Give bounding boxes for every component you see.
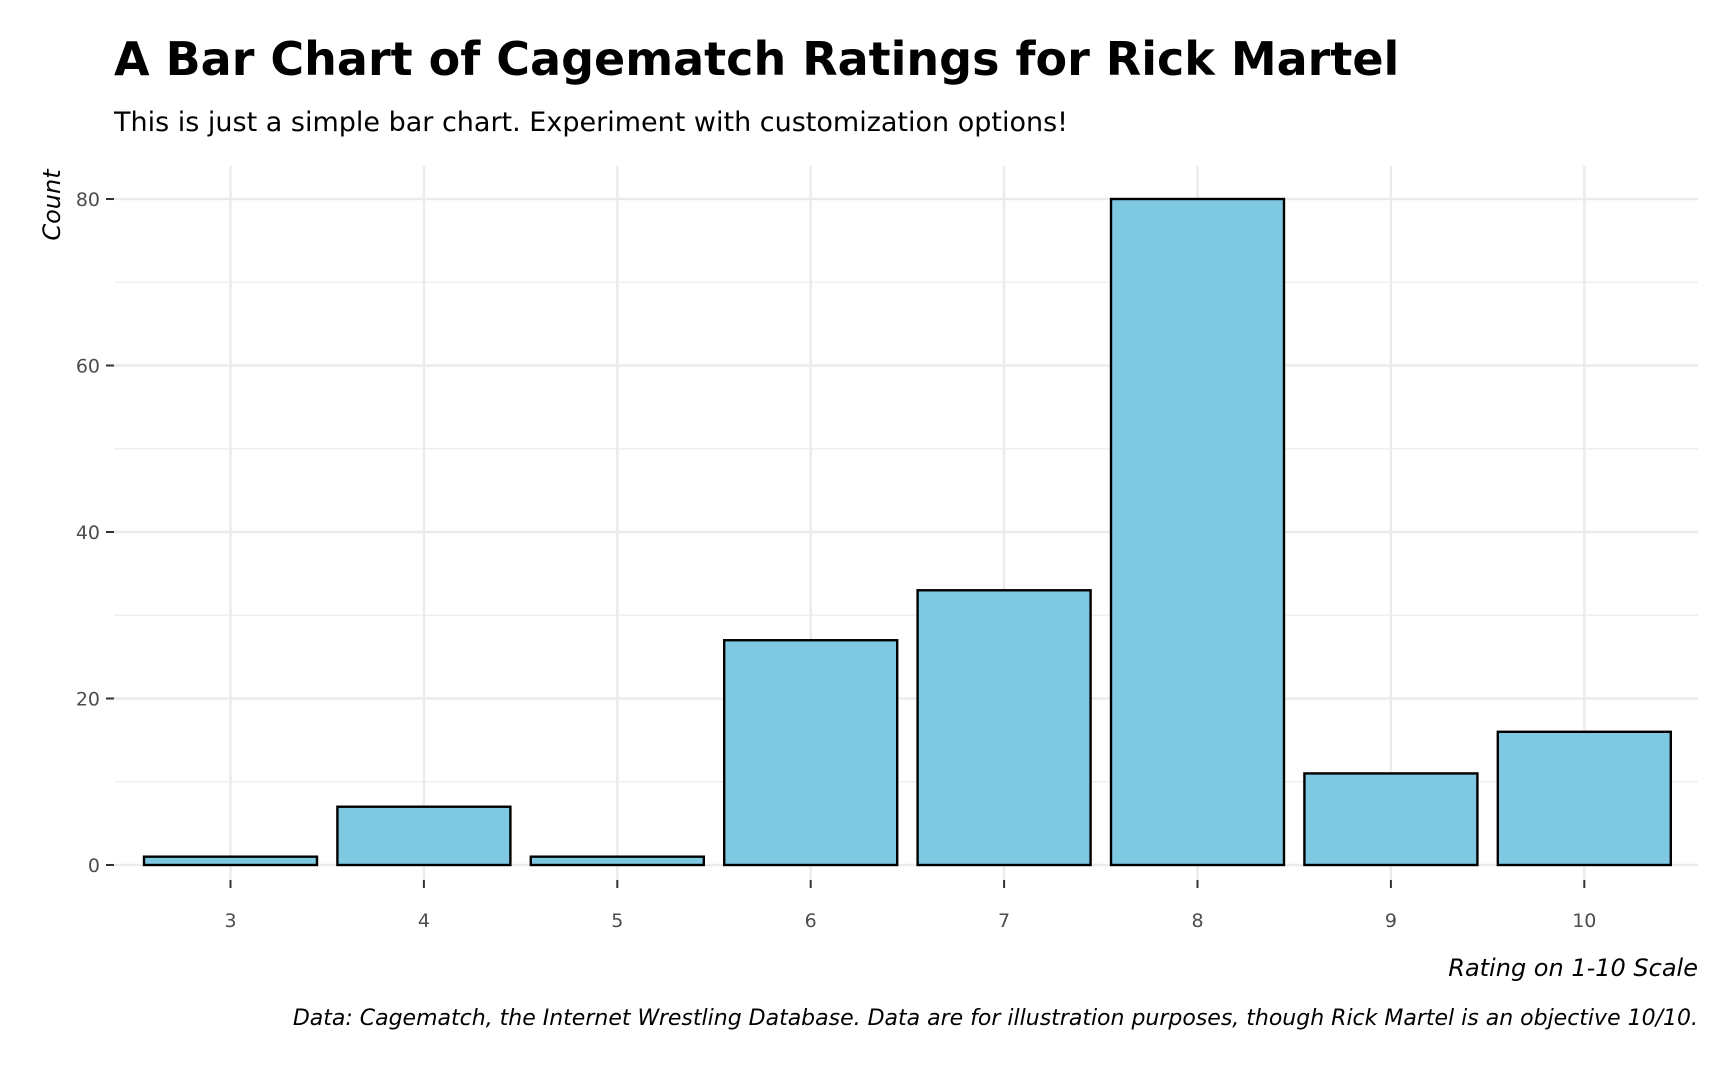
axis-ticks: 0 20 40 60 80 3 4 5 6 7 8 9 10 bbox=[76, 189, 1597, 932]
x-tick-label: 5 bbox=[611, 910, 623, 932]
y-tick-label: 0 bbox=[88, 855, 100, 877]
chart-subtitle: This is just a simple bar chart. Experim… bbox=[114, 107, 1068, 138]
x-tick-label: 9 bbox=[1385, 910, 1397, 932]
chart-title: A Bar Chart of Cagematch Ratings for Ric… bbox=[114, 32, 1400, 86]
bar-9 bbox=[1303, 772, 1479, 867]
x-tick-label: 4 bbox=[418, 910, 430, 932]
x-tick-label: 7 bbox=[998, 910, 1010, 932]
y-tick-label: 40 bbox=[76, 522, 100, 544]
bar-4 bbox=[336, 805, 512, 867]
y-tick-label: 20 bbox=[76, 689, 100, 711]
bar-8 bbox=[1109, 197, 1286, 867]
y-tick-label: 80 bbox=[76, 189, 100, 211]
bar-10 bbox=[1496, 730, 1673, 867]
bar-5 bbox=[529, 855, 705, 867]
bar-7 bbox=[916, 589, 1092, 867]
x-tick-label: 3 bbox=[224, 910, 236, 932]
bar-3 bbox=[142, 855, 319, 867]
x-tick-label: 10 bbox=[1572, 910, 1596, 932]
bars bbox=[142, 197, 1673, 867]
bar-6 bbox=[723, 639, 899, 867]
x-tick-label: 6 bbox=[805, 910, 817, 932]
y-tick-label: 60 bbox=[76, 356, 100, 378]
chart-caption: Data: Cagematch, the Internet Wrestling … bbox=[292, 1006, 1698, 1031]
x-tick-label: 8 bbox=[1191, 910, 1203, 932]
x-axis-title: Rating on 1-10 Scale bbox=[1448, 954, 1698, 982]
